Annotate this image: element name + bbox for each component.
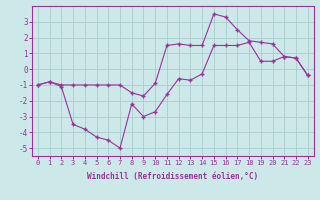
- X-axis label: Windchill (Refroidissement éolien,°C): Windchill (Refroidissement éolien,°C): [87, 172, 258, 181]
